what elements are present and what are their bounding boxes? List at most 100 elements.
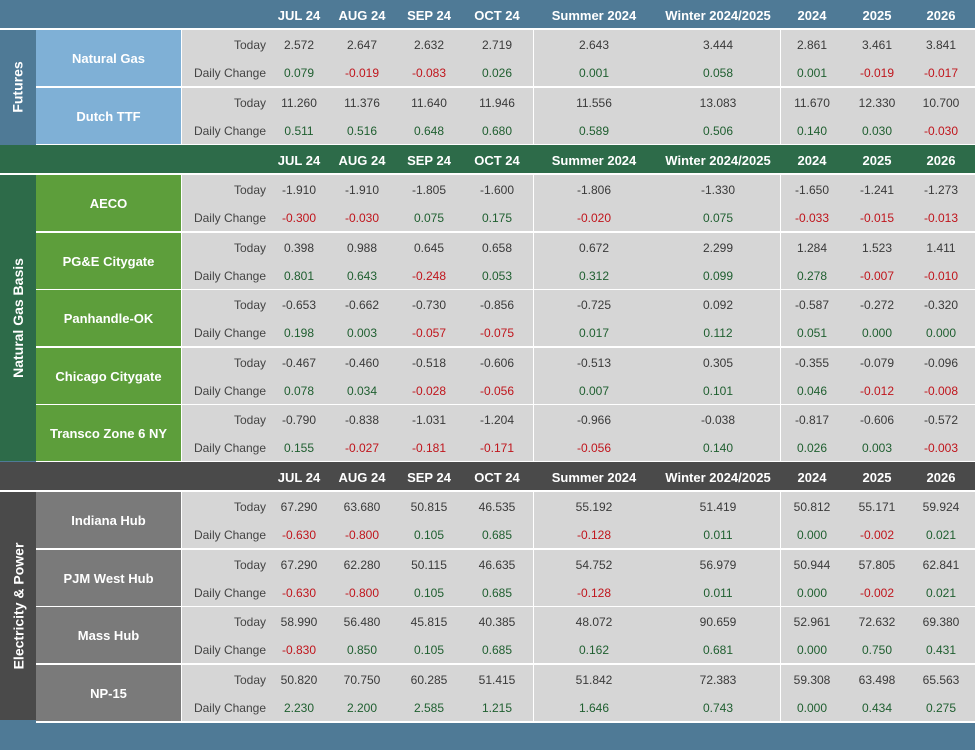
table-row: PG&E Citygate Today 0.398 0.988 0.645 0.658 0.…	[36, 233, 975, 291]
today-value: -0.272	[859, 298, 895, 312]
change-value: 0.030	[861, 124, 893, 138]
change-value: 0.011	[703, 586, 733, 600]
daily-change-label: Daily Change	[193, 586, 266, 600]
today-value: 2.632	[413, 38, 445, 52]
today-value: -0.320	[923, 298, 959, 312]
change-value: 0.078	[283, 384, 315, 398]
change-value: 0.685	[481, 643, 513, 657]
change-value: 0.003	[861, 441, 893, 455]
change-value: -0.300	[281, 211, 317, 225]
today-value: -1.273	[923, 183, 959, 197]
change-value: 0.001	[796, 66, 828, 80]
section-futures: Futures Natural Gas Today 2.572 2.647 2.632 2.…	[0, 28, 975, 146]
today-value: -0.838	[344, 413, 380, 427]
change-value: 0.079	[283, 66, 315, 80]
change-value: 0.000	[925, 326, 957, 340]
change-value: -0.007	[859, 269, 895, 283]
instrument-name: Chicago Citygate	[36, 348, 182, 406]
daily-change-line: Daily Change 0.801 0.643 -0.248 0.053 0.312 0.…	[182, 261, 975, 289]
instrument-name: Dutch TTF	[36, 88, 182, 146]
today-value: 40.385	[478, 615, 516, 629]
change-value: 2.200	[346, 701, 378, 715]
today-value: -1.241	[859, 183, 895, 197]
today-label: Today	[233, 500, 266, 514]
row-values: Today 2.572 2.647 2.632 2.719 2.643 3.444 2.861…	[182, 30, 975, 88]
today-value: 90.659	[699, 615, 737, 629]
change-value: 0.021	[925, 586, 957, 600]
change-value: 0.112	[703, 326, 733, 340]
daily-change-line: Daily Change 2.230 2.200 2.585 1.215 1.646 0.7…	[182, 693, 975, 721]
change-value: 0.051	[796, 326, 828, 340]
today-value: 1.411	[926, 241, 956, 255]
daily-change-line: Daily Change 0.078 0.034 -0.028 -0.056 0.007 0…	[182, 376, 975, 404]
today-value: 11.556	[576, 96, 612, 110]
today-value: 57.805	[858, 558, 896, 572]
today-value: 52.961	[793, 615, 831, 629]
today-value: 50.115	[411, 558, 447, 572]
today-value: -0.606	[479, 356, 515, 370]
instrument-name: Panhandle-OK	[36, 290, 182, 348]
table-row: AECO Today -1.910 -1.910 -1.805 -1.600 -1.806 -…	[36, 175, 975, 233]
today-value: 11.260	[281, 96, 317, 110]
table-row: Dutch TTF Today 11.260 11.376 11.640 11.946 11…	[36, 88, 975, 146]
today-value: 2.647	[346, 38, 378, 52]
daily-change-label: Daily Change	[193, 211, 266, 225]
column-header: Winter 2024/2025	[665, 153, 771, 168]
column-header: 2025	[862, 470, 892, 485]
column-header: SEP 24	[407, 153, 451, 168]
column-separator	[780, 233, 781, 289]
change-value: -0.830	[281, 643, 317, 657]
column-separator	[533, 290, 534, 346]
daily-change-label: Daily Change	[193, 701, 266, 715]
today-value: 0.398	[283, 241, 315, 255]
change-value: -0.248	[411, 269, 447, 283]
change-value: -0.003	[923, 441, 959, 455]
today-value: 2.861	[796, 38, 828, 52]
today-line: Today 0.398 0.988 0.645 0.658 0.672 2.299 1.284…	[182, 233, 975, 261]
change-value: 0.140	[796, 124, 828, 138]
today-value: 3.841	[925, 38, 957, 52]
column-header: SEP 24	[407, 8, 451, 23]
change-value: 0.750	[861, 643, 893, 657]
today-line: Today 67.290 63.680 50.815 46.535 55.192 51.41…	[182, 492, 975, 520]
today-value: -0.572	[923, 413, 959, 427]
column-separator	[780, 175, 781, 231]
today-value: -0.587	[794, 298, 830, 312]
column-header: AUG 24	[338, 8, 386, 23]
today-value: 50.812	[793, 500, 831, 514]
column-header: 2024	[797, 470, 827, 485]
change-value: 0.058	[702, 66, 734, 80]
section-label: Electricity & Power	[0, 492, 36, 720]
today-label: Today	[233, 298, 266, 312]
today-value: 48.072	[575, 615, 613, 629]
daily-change-label: Daily Change	[193, 528, 266, 542]
change-value: 0.101	[702, 384, 734, 398]
change-value: -0.015	[859, 211, 895, 225]
change-value: 0.511	[284, 124, 314, 138]
today-line: Today 58.990 56.480 45.815 40.385 48.072 90.65…	[182, 607, 975, 635]
table-row: Natural Gas Today 2.572 2.647 2.632 2.719 2.64…	[36, 30, 975, 88]
table-row: Indiana Hub Today 67.290 63.680 50.815 46.535…	[36, 492, 975, 550]
today-value: -1.600	[479, 183, 515, 197]
column-separator	[533, 492, 534, 548]
today-value: 70.750	[343, 673, 381, 687]
change-value: 0.431	[925, 643, 957, 657]
change-value: 0.516	[346, 124, 378, 138]
column-separator	[533, 405, 534, 461]
today-value: 51.842	[575, 673, 613, 687]
change-value: -0.056	[479, 384, 515, 398]
daily-change-line: Daily Change -0.630 -0.800 0.105 0.685 -0.128…	[182, 520, 975, 548]
today-value: 2.719	[481, 38, 513, 52]
change-value: 0.801	[283, 269, 315, 283]
change-value: 0.011	[703, 528, 733, 542]
change-value: 0.680	[481, 124, 513, 138]
column-header: Winter 2024/2025	[665, 470, 771, 485]
today-value: 11.946	[479, 96, 515, 110]
column-separator	[533, 175, 534, 231]
today-label: Today	[233, 558, 266, 572]
change-value: -0.019	[859, 66, 895, 80]
change-value: -0.002	[859, 586, 895, 600]
change-value: 0.021	[925, 528, 957, 542]
today-value: 62.280	[343, 558, 381, 572]
section-electricity-power: Electricity & Power Indiana Hub Today 67.29…	[0, 490, 975, 723]
